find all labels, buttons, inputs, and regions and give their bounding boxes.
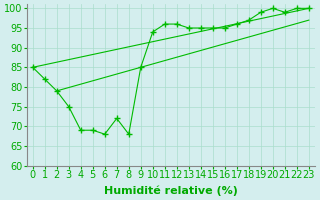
X-axis label: Humidité relative (%): Humidité relative (%) [104, 185, 238, 196]
